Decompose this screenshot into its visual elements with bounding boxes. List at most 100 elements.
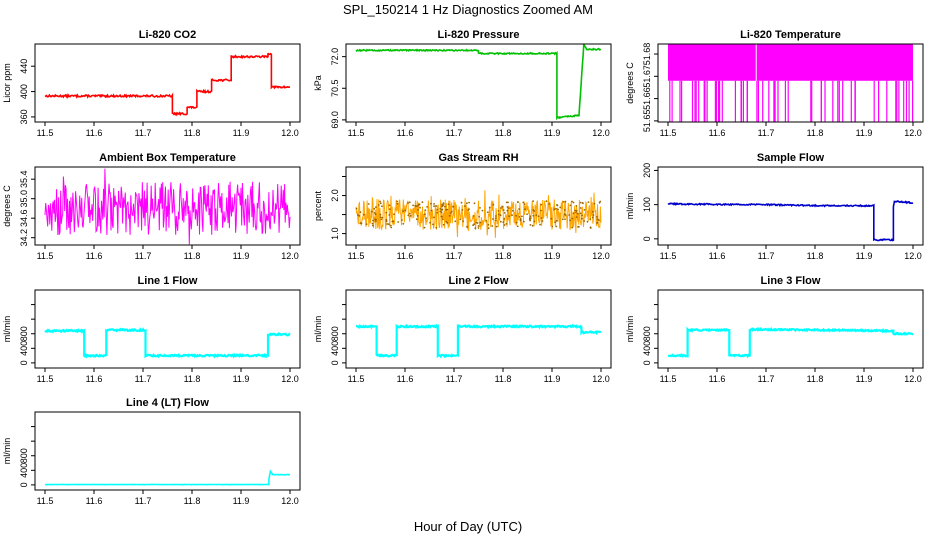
x-tick-label: 11.6 — [86, 374, 103, 384]
x-tick-label: 11.9 — [544, 251, 561, 261]
y-tick-label: 400 — [19, 84, 29, 99]
x-tick-label: 11.8 — [184, 251, 201, 261]
series-noise — [355, 190, 602, 238]
y-tick-label: 1.0 — [330, 227, 340, 240]
x-tick-label: 11.7 — [446, 128, 463, 138]
series-line — [44, 52, 290, 117]
panel-title: Li-820 CO2 — [139, 29, 196, 41]
x-tick-label: 12.0 — [904, 251, 922, 261]
plot-frame — [34, 411, 301, 491]
panel-title: Line 4 (LT) Flow — [126, 397, 209, 409]
series-line — [44, 469, 290, 486]
panel-title: Ambient Box Temperature — [99, 152, 236, 164]
y-tick-label: 70.5 — [330, 80, 340, 98]
x-axis: 11.5 11.6 11.7 11.8 11.9 12.0 — [660, 245, 922, 261]
x-axis: 11.5 11.6 11.7 11.8 11.9 12.0 — [660, 122, 922, 138]
panel-ylabel: ml/min — [625, 193, 635, 220]
y-axis: 360 400 440 — [19, 59, 35, 124]
y-tick-label: 800 — [19, 448, 29, 463]
y-tick-label: 400 — [642, 341, 652, 356]
panel-ylabel: ml/min — [2, 438, 12, 465]
panel-line1: Line 1 Flow ml/min 11.5 11.6 11.7 11.8 11.9 12.… — [2, 275, 301, 384]
y-tick-label: 72.0 — [330, 48, 340, 66]
x-tick-label: 11.7 — [758, 128, 775, 138]
x-axis: 11.5 11.6 11.7 11.8 11.9 12.0 — [37, 368, 299, 384]
series-dots — [355, 200, 602, 230]
x-tick-label: 11.8 — [807, 374, 824, 384]
y-tick-label: 51.68 — [642, 43, 652, 66]
series-line — [355, 44, 602, 121]
panel-title: Gas Stream RH — [438, 152, 518, 164]
x-tick-label: 11.7 — [758, 251, 775, 261]
series-ambient — [44, 168, 291, 245]
x-tick-label: 11.6 — [86, 496, 103, 506]
panel-title: Li-820 Temperature — [740, 29, 841, 41]
x-axis: 11.5 11.6 11.7 11.8 11.9 12.0 — [348, 245, 610, 261]
x-tick-label: 11.6 — [86, 251, 103, 261]
x-tick-label: 11.5 — [660, 128, 677, 138]
y-tick-label: 35.4 — [19, 170, 29, 188]
panel-rh: Gas Stream RH percent 11.5 11.6 11.7 11.8 11.9… — [313, 152, 612, 261]
y-tick-label: 51.65 — [642, 110, 652, 133]
y-tick-label: 0 — [330, 360, 340, 365]
x-tick-label: 11.6 — [709, 374, 726, 384]
series-line4 — [44, 469, 290, 486]
x-tick-label: 11.6 — [86, 128, 103, 138]
y-tick-label: 0 — [642, 236, 652, 241]
x-tick-label: 11.6 — [397, 374, 414, 384]
x-tick-label: 11.6 — [709, 251, 726, 261]
y-tick-label: 51.67 — [642, 65, 652, 88]
series-line2 — [355, 323, 602, 359]
panel-ylabel: ml/min — [2, 316, 12, 343]
x-tick-label: 12.0 — [592, 374, 610, 384]
panel-title: Line 3 Flow — [761, 275, 821, 287]
y-axis: 34.2 34.635.0 35.4 — [19, 170, 35, 246]
x-tick-label: 12.0 — [904, 128, 922, 138]
y-axis: 69.0 70.5 72.0 — [330, 48, 346, 129]
series-line3 — [667, 326, 914, 359]
panel-ylabel: ml/min — [313, 316, 323, 343]
x-tick-label: 11.8 — [184, 496, 201, 506]
panel-ylabel: degrees C — [625, 62, 635, 104]
x-tick-label: 11.8 — [495, 374, 512, 384]
x-tick-label: 11.5 — [348, 374, 365, 384]
series-band — [668, 44, 913, 81]
y-tick-label: 800 — [330, 326, 340, 341]
x-tick-label: 11.5 — [660, 374, 677, 384]
x-tick-label: 11.6 — [397, 128, 414, 138]
series-noise — [44, 168, 291, 245]
x-tick-label: 12.0 — [281, 251, 299, 261]
series-rh — [355, 190, 602, 238]
x-tick-label: 11.5 — [37, 374, 54, 384]
x-tick-label: 11.9 — [544, 374, 561, 384]
x-tick-label: 11.9 — [856, 128, 873, 138]
x-tick-label: 11.9 — [233, 496, 250, 506]
x-tick-label: 11.5 — [348, 251, 365, 261]
y-tick-label: 800 — [642, 326, 652, 341]
y-tick-label: 0 — [19, 482, 29, 487]
y-tick-label: 200 — [642, 163, 652, 178]
x-tick-label: 11.9 — [233, 374, 250, 384]
y-tick-label: 34.2 — [19, 229, 29, 247]
x-tick-label: 11.9 — [233, 251, 250, 261]
x-tick-label: 11.5 — [37, 128, 54, 138]
plot-frame — [34, 289, 301, 369]
x-tick-label: 11.9 — [856, 374, 873, 384]
x-tick-label: 11.9 — [544, 128, 561, 138]
y-tick-label: 800 — [19, 326, 29, 341]
plot-frame — [34, 43, 301, 123]
x-tick-label: 11.5 — [348, 128, 365, 138]
y-tick-label: 0 — [19, 360, 29, 365]
y-tick-label: 440 — [19, 59, 29, 74]
x-tick-label: 11.7 — [135, 128, 152, 138]
plot-frame — [345, 289, 612, 369]
x-tick-label: 11.6 — [397, 251, 414, 261]
